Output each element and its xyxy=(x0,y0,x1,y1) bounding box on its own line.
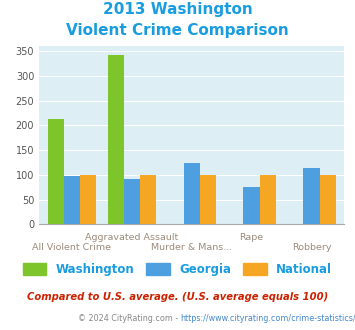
Text: 2013 Washington: 2013 Washington xyxy=(103,2,252,16)
Bar xyxy=(320,175,336,224)
Bar xyxy=(124,179,140,224)
Text: All Violent Crime: All Violent Crime xyxy=(32,243,111,251)
Text: Rape: Rape xyxy=(240,233,264,242)
Bar xyxy=(303,168,320,224)
Text: Murder & Mans...: Murder & Mans... xyxy=(151,243,232,251)
Bar xyxy=(48,119,64,224)
Text: https://www.cityrating.com/crime-statistics/: https://www.cityrating.com/crime-statist… xyxy=(180,314,355,323)
Text: Compared to U.S. average. (U.S. average equals 100): Compared to U.S. average. (U.S. average … xyxy=(27,292,328,302)
Text: Aggravated Assault: Aggravated Assault xyxy=(85,233,179,242)
Bar xyxy=(64,176,80,224)
Text: © 2024 CityRating.com -: © 2024 CityRating.com - xyxy=(78,314,181,323)
Bar xyxy=(80,175,96,224)
Bar xyxy=(140,175,156,224)
Bar xyxy=(184,162,200,224)
Bar xyxy=(260,175,276,224)
Text: Robbery: Robbery xyxy=(292,243,331,251)
Text: Violent Crime Comparison: Violent Crime Comparison xyxy=(66,23,289,38)
Bar xyxy=(200,175,216,224)
Bar xyxy=(244,187,260,224)
Bar xyxy=(108,54,124,224)
Legend: Washington, Georgia, National: Washington, Georgia, National xyxy=(18,258,337,281)
